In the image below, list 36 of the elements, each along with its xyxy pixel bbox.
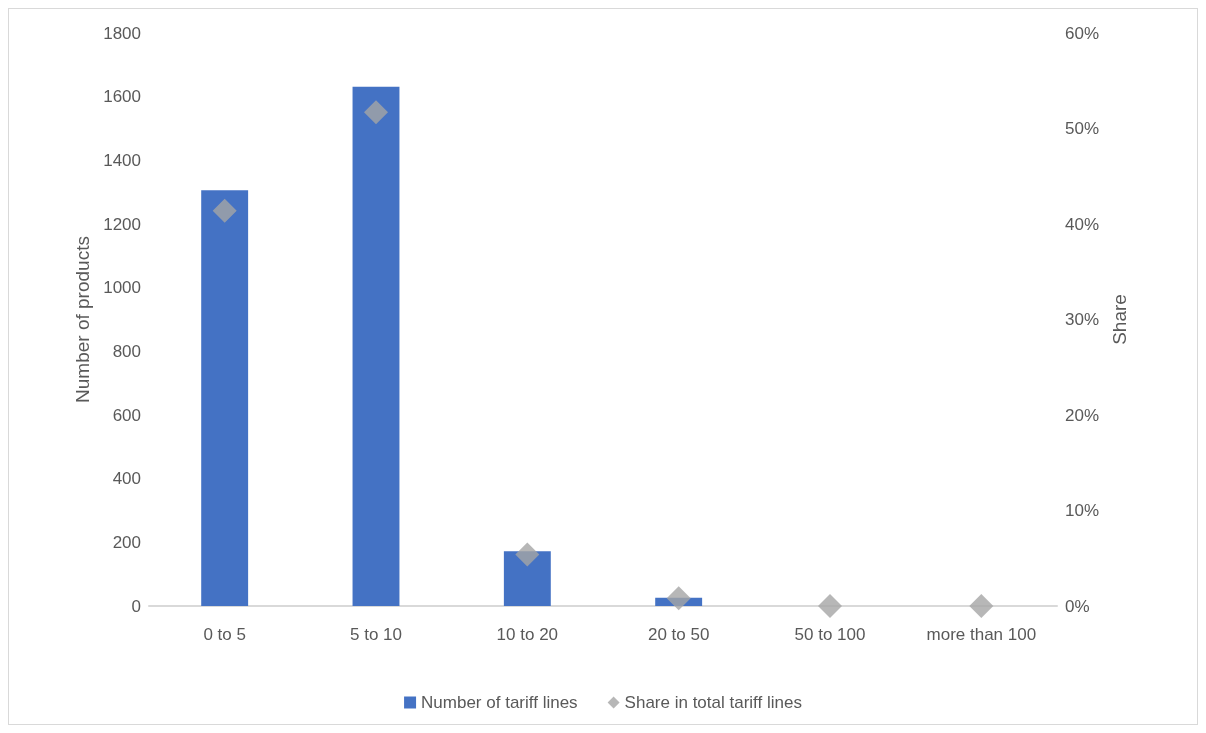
y2-axis-title: Share xyxy=(1108,294,1130,345)
bar xyxy=(352,86,400,606)
y2-tick-label: 40% xyxy=(1065,214,1100,234)
y-tick-label: 200 xyxy=(112,532,141,552)
y2-tick-label: 20% xyxy=(1065,405,1100,425)
y-tick-label: 1800 xyxy=(103,23,141,43)
x-tick-label: 50 to 100 xyxy=(794,625,866,644)
x-tick-label: 5 to 10 xyxy=(350,625,402,644)
point xyxy=(515,542,540,567)
point xyxy=(666,586,691,611)
y2-tick-label: 10% xyxy=(1065,501,1100,520)
point xyxy=(969,594,994,618)
y-tick-label: 800 xyxy=(112,341,141,361)
point xyxy=(364,100,388,125)
y-tick-label: 1600 xyxy=(103,87,141,107)
y2-tick-label: 60% xyxy=(1065,23,1100,43)
y2-tick-label: 0% xyxy=(1065,596,1090,616)
bar xyxy=(201,190,249,606)
y-tick-label: 600 xyxy=(112,405,141,425)
y-tick-label: 1400 xyxy=(103,150,141,170)
y-axis-title: Number of products xyxy=(72,236,94,403)
x-tick-label: 10 to 20 xyxy=(496,625,559,644)
y-tick-label: 0 xyxy=(131,596,141,616)
x-tick-label: more than 100 xyxy=(926,625,1037,644)
legend-label: Share in total tariff lines xyxy=(624,693,802,712)
x-tick-label: 20 to 50 xyxy=(647,625,710,644)
point xyxy=(818,594,842,618)
y2-tick-label: 50% xyxy=(1065,119,1100,138)
y2-tick-label: 30% xyxy=(1065,310,1100,329)
y-tick-label: 400 xyxy=(112,469,141,489)
bar xyxy=(503,551,551,606)
legend-label: Number of tariff lines xyxy=(421,693,578,712)
x-tick-label: 0 to 5 xyxy=(203,625,246,644)
point xyxy=(212,198,237,223)
y-tick-label: 1000 xyxy=(103,278,141,298)
y-tick-label: 1200 xyxy=(103,214,141,234)
